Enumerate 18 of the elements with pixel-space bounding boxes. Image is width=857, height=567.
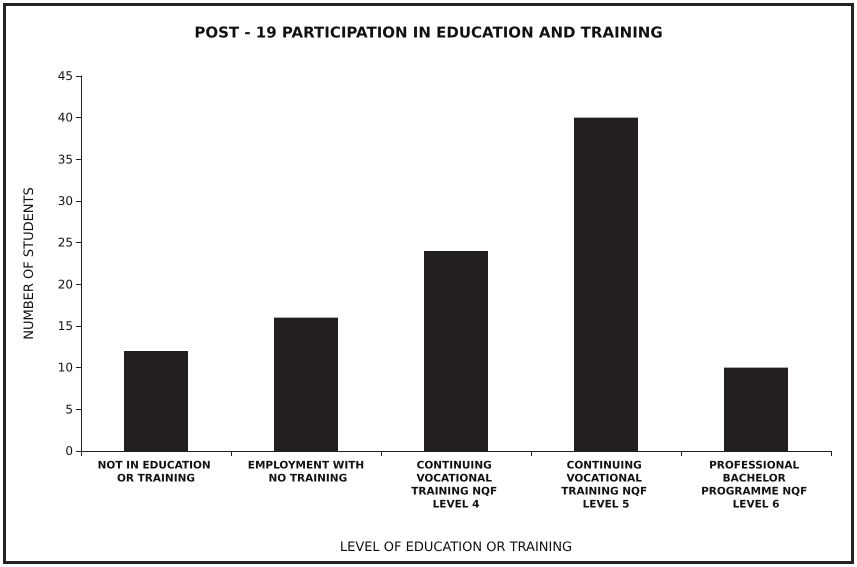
y-tick-label: 45 bbox=[58, 69, 73, 83]
y-tick-label: 25 bbox=[58, 236, 73, 250]
y-tick-label: 10 bbox=[58, 360, 73, 375]
y-tick-label: 0 bbox=[65, 444, 73, 458]
y-tick-label: 5 bbox=[65, 402, 73, 416]
x-tick-label: CONTINUING VOCATIONAL TRAINING NQF LEVEL 5 bbox=[561, 460, 651, 510]
y-tick-label: 30 bbox=[58, 194, 73, 208]
y-axis-title: NUMBER OF STUDENTS bbox=[22, 187, 37, 340]
y-tick-label: 20 bbox=[58, 277, 73, 292]
y-tick-label: 40 bbox=[58, 110, 73, 125]
x-tick-label: CONTINUING VOCATIONAL TRAINING NQF LEVEL 4 bbox=[411, 460, 501, 510]
x-tick-label: EMPLOYMENT WITH NO TRAINING bbox=[248, 460, 364, 484]
x-axis-title: LEVEL OF EDUCATION OR TRAINING bbox=[340, 540, 572, 555]
y-tick-label: 35 bbox=[58, 152, 73, 166]
x-tick-label: NOT IN EDUCATION OR TRAINING bbox=[98, 460, 214, 484]
x-tick-label: PROFESSIONAL BACHELOR PROGRAMME NQF LEVEL 6 bbox=[701, 460, 811, 510]
y-tick-label: 15 bbox=[58, 319, 73, 333]
chart-title: POST - 19 PARTICIPATION IN EDUCATION AND TRAINING bbox=[194, 24, 663, 42]
